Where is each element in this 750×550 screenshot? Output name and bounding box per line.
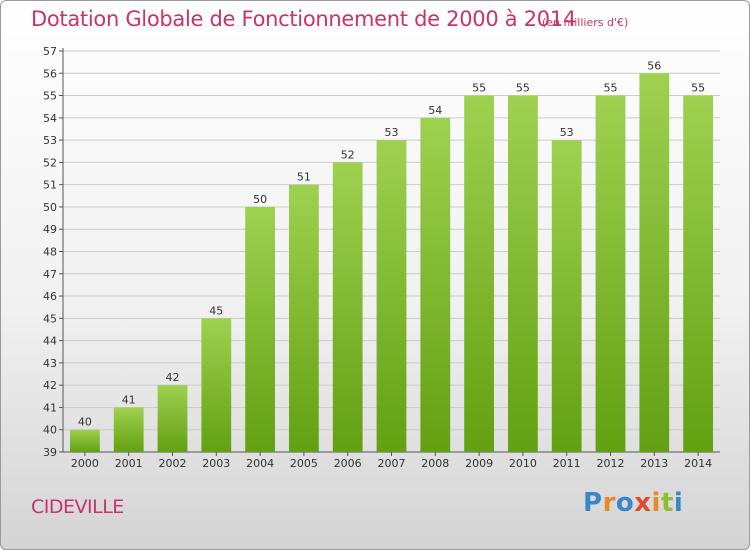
logo-letter: x [634,488,652,518]
x-tick-label: 2006 [334,457,362,470]
bar [595,95,626,453]
y-tick-label: 57 [43,45,57,58]
bar-value-label: 40 [78,416,92,429]
y-tick-label: 55 [43,90,57,103]
bar-value-label: 53 [560,126,574,139]
logo-letter: o [615,488,635,518]
x-tick-label: 2000 [71,457,99,470]
logo-letter: t [660,488,674,518]
bar [245,206,275,452]
bar [639,73,670,453]
bar [464,95,494,453]
y-tick-label: 42 [43,379,57,392]
x-tick-labels: 2000 2001 2002 2003 2004 2005 2006 2007 2008 2009… [71,457,712,470]
y-tick-label: 54 [43,112,57,125]
logo-letter: r [602,488,616,518]
y-tick-label: 43 [43,357,57,370]
logo-letter: i [673,488,684,518]
data-labels: 40 41 42 45 50 51 52 53 54 55 55 53 55 56 55 [78,59,705,428]
y-tick-label: 45 [43,312,57,325]
bar-value-label: 55 [516,82,530,95]
logo-letter: P [583,488,603,518]
bar [420,117,451,452]
logo-letter: i [651,488,661,518]
bar-value-label: 56 [647,59,661,72]
y-tick-label: 48 [43,246,57,259]
y-tick-label: 51 [43,179,57,192]
y-tick-label: 47 [43,268,57,281]
y-tick-labels: 39 40 41 42 43 44 45 46 47 48 49 50 51 52 53 54 55 56 57 [43,45,57,459]
bar-value-label: 53 [385,126,399,139]
y-tick-label: 52 [43,156,57,169]
bar [332,162,363,452]
x-tick-label: 2014 [684,457,712,470]
proxiti-logo[interactable]: Proxiti [583,488,683,518]
bars [70,73,713,453]
x-tick-label: 2001 [115,457,143,470]
bar [201,318,232,452]
bar [113,407,144,452]
x-tick-label: 2004 [246,457,274,470]
commune-name: CIDEVILLE [31,496,124,518]
bar [551,140,582,452]
y-tick-label: 56 [43,67,57,80]
y-tick-label: 41 [43,401,57,414]
y-tick-label: 40 [43,424,57,437]
x-tick-label: 2011 [553,457,581,470]
bar-value-label: 52 [341,148,355,161]
x-tick-label: 2010 [509,457,537,470]
bar [376,140,407,452]
x-tick-label: 2002 [159,457,187,470]
y-tick-label: 44 [43,335,57,348]
y-tick-label: 46 [43,290,57,303]
x-tick-label: 2009 [465,457,493,470]
bar [157,385,188,452]
bar-value-label: 41 [122,393,136,406]
x-tick-label: 2013 [640,457,668,470]
bar [70,429,100,452]
bar-value-label: 55 [472,82,486,95]
bar-value-label: 45 [209,304,223,317]
bar [508,95,538,453]
x-tick-label: 2008 [421,457,449,470]
y-tick-label: 50 [43,201,57,214]
bar-value-label: 54 [428,104,442,117]
y-tick-label: 49 [43,223,57,236]
x-tick-label: 2007 [378,457,406,470]
bar-value-label: 55 [604,82,618,95]
bar-value-label: 51 [297,171,311,184]
bar [289,184,319,452]
bar-value-label: 42 [166,371,180,384]
bar-value-label: 55 [691,82,705,95]
chart-title: Dotation Globale de Fonctionnement de 20… [31,7,576,31]
x-tick-label: 2003 [202,457,230,470]
x-tick-label: 2012 [597,457,625,470]
y-tick-label: 39 [43,446,57,459]
bar [683,95,713,453]
x-tick-label: 2005 [290,457,318,470]
bar-value-label: 50 [253,193,267,206]
chart-subtitle: (en milliers d'€) [542,16,629,29]
y-tick-label: 53 [43,134,57,147]
